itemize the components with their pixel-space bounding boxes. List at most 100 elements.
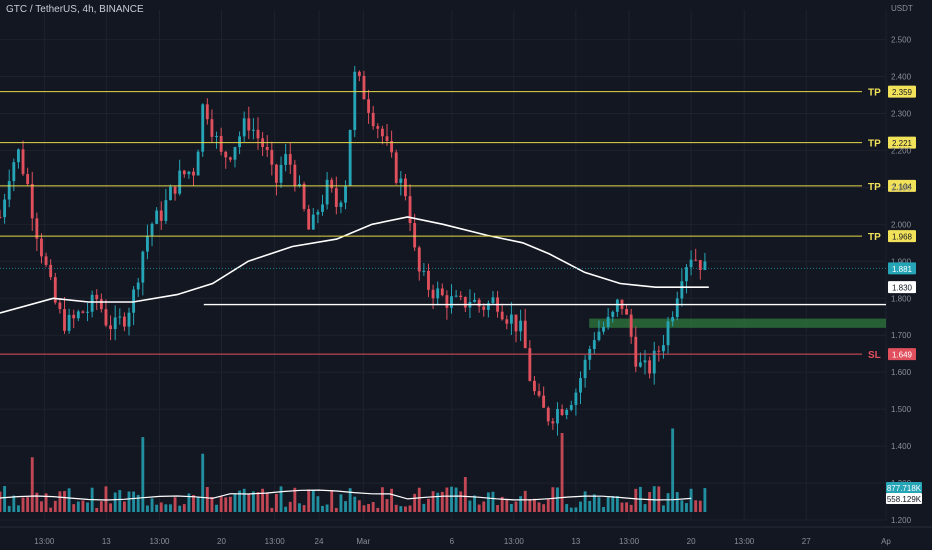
candle-body <box>215 135 218 137</box>
volume-bar <box>26 497 30 512</box>
volume-average-line <box>0 489 692 501</box>
volume-bar <box>473 495 476 512</box>
time-axis: 13:00 13 13:00 20 13:00 24 Mar 6 13:00 13 13:00 20 1… <box>0 526 932 546</box>
candle-body <box>680 281 684 299</box>
candle-body <box>367 99 371 113</box>
level-price-badge <box>888 85 916 98</box>
candle-body <box>445 295 449 308</box>
volume-bar <box>35 492 39 512</box>
candle-body <box>228 157 232 160</box>
volume-bar <box>58 491 62 512</box>
volume-bar <box>680 500 684 512</box>
level-price-badge <box>888 136 916 149</box>
volume-bar <box>150 498 154 512</box>
candle-body <box>192 171 195 176</box>
volume-bar <box>514 501 518 512</box>
volume-bar <box>256 492 260 512</box>
x-tick-label: Mar <box>356 537 370 546</box>
volume-bar <box>394 504 398 512</box>
candle-body <box>72 314 76 319</box>
candle-body <box>12 162 16 182</box>
candle-body <box>210 119 214 137</box>
volume-bar <box>698 500 702 512</box>
level-price-text: 2.359 <box>892 88 913 97</box>
candle-body <box>224 151 228 158</box>
volume-bar <box>293 487 297 512</box>
volume-bar <box>399 506 403 512</box>
candle-body <box>615 299 619 312</box>
x-tick-label: Ap <box>881 537 891 546</box>
volume-bar <box>602 506 605 512</box>
candle-body <box>86 311 89 313</box>
x-tick-label: 13:00 <box>265 537 286 546</box>
y-tick-label: 1.700 <box>891 331 912 340</box>
price-axis: 2.500 2.400 2.300 2.200 2.100 2.000 1.900 1.800… <box>886 36 922 525</box>
candle-body <box>459 295 463 298</box>
candle-body <box>634 336 638 367</box>
volume-bar <box>118 490 122 512</box>
volume-bar <box>417 487 421 512</box>
candle-body <box>404 178 407 197</box>
volume-bar <box>404 506 407 512</box>
candle-body <box>450 296 453 308</box>
volume-bar <box>565 504 569 512</box>
x-tick-label: 13:00 <box>34 537 55 546</box>
volume-bar <box>265 492 269 512</box>
candle-body <box>81 311 85 313</box>
volume-bar <box>159 502 163 512</box>
volume-bar <box>629 504 633 512</box>
x-tick-label: 24 <box>315 537 324 546</box>
level-price-badge <box>888 348 916 361</box>
volume-value-badge <box>886 493 922 504</box>
volume-bar <box>569 507 573 512</box>
candle-body <box>311 214 315 230</box>
candle-body <box>95 294 99 300</box>
volume-bar <box>662 505 665 512</box>
candle-body <box>440 288 444 296</box>
level-price-text: 1.968 <box>892 233 913 242</box>
grid-lines <box>0 10 887 521</box>
volume-bar <box>330 490 334 512</box>
volume-bar <box>380 487 384 512</box>
ma-price-text: 1.830 <box>892 284 913 293</box>
candle-body <box>136 282 140 290</box>
volume-bar <box>40 501 43 512</box>
volume-bar <box>311 490 315 512</box>
volume-bar <box>81 500 85 512</box>
candle-body <box>173 186 177 194</box>
volume-bar <box>233 493 237 512</box>
volume-bar <box>491 491 495 512</box>
y-tick-label: 1.200 <box>891 516 912 525</box>
volume-bar <box>689 488 693 512</box>
candles <box>0 65 707 436</box>
volume-bar <box>523 490 527 512</box>
candle-body <box>30 183 34 219</box>
candle-body <box>196 151 200 176</box>
volume-bar <box>574 507 578 512</box>
volume-bar <box>528 499 532 512</box>
candle-body <box>284 154 288 165</box>
volume-bar <box>413 493 417 512</box>
candle-body <box>99 299 103 310</box>
x-tick-label: 13:00 <box>619 537 640 546</box>
candle-body <box>698 260 702 271</box>
candle-body <box>146 235 149 252</box>
volume-bar <box>334 507 338 512</box>
level-price-text: 2.104 <box>892 182 913 191</box>
candle-body <box>242 118 246 137</box>
volume-bar <box>546 498 550 512</box>
volume-bar <box>12 495 16 512</box>
candle-body <box>251 129 255 131</box>
volume-bar <box>519 496 523 512</box>
volume-bar <box>127 491 131 512</box>
candle-body <box>583 359 587 379</box>
volume-bar <box>505 498 509 512</box>
x-tick-label: 13:00 <box>149 537 170 546</box>
candle-body <box>205 104 209 120</box>
candle-body <box>643 360 647 363</box>
candle-body <box>509 314 513 324</box>
volume-bar <box>247 493 251 512</box>
candle-body <box>178 170 182 194</box>
candle-body <box>150 223 154 236</box>
